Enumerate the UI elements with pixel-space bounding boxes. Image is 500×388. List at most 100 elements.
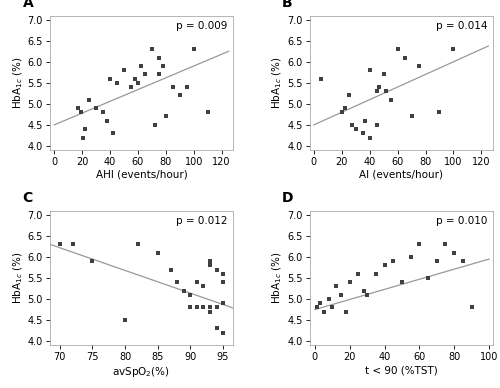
Point: [408, 113, 416, 120]
Point: [85, 97, 93, 103]
Text: D: D: [282, 191, 294, 205]
Point: [56, 241, 64, 248]
Point: [366, 134, 374, 140]
Y-axis label: HbA$_{1c}$ (%): HbA$_{1c}$ (%): [271, 56, 284, 109]
Point: [162, 113, 170, 120]
Text: C: C: [22, 191, 33, 205]
Point: [338, 109, 346, 115]
Point: [340, 105, 348, 111]
Point: [386, 97, 394, 103]
Point: [92, 105, 100, 111]
Point: [134, 241, 142, 248]
Point: [206, 308, 214, 315]
Point: [372, 122, 380, 128]
Point: [176, 92, 184, 99]
Point: [103, 118, 111, 124]
Point: [212, 267, 220, 273]
Point: [131, 76, 139, 82]
Point: [155, 71, 163, 78]
Point: [200, 283, 207, 289]
Point: [398, 279, 406, 285]
Point: [206, 304, 214, 310]
Point: [80, 134, 88, 140]
Point: [141, 71, 149, 78]
Point: [358, 130, 366, 137]
Text: p = 0.009: p = 0.009: [176, 21, 228, 31]
Point: [362, 118, 370, 124]
Point: [363, 292, 371, 298]
Point: [212, 304, 220, 310]
Point: [382, 88, 390, 94]
Point: [320, 308, 328, 315]
Point: [348, 122, 356, 128]
Point: [109, 130, 117, 137]
Point: [219, 271, 227, 277]
Point: [424, 275, 432, 281]
Point: [450, 46, 458, 52]
Text: p = 0.010: p = 0.010: [436, 216, 487, 226]
Point: [352, 126, 360, 132]
Point: [174, 279, 182, 285]
Point: [206, 258, 214, 264]
Point: [76, 109, 84, 115]
Text: p = 0.012: p = 0.012: [176, 216, 228, 226]
Point: [106, 76, 114, 82]
Point: [183, 84, 191, 90]
Point: [328, 304, 336, 310]
Point: [346, 279, 354, 285]
Point: [389, 258, 397, 264]
Point: [372, 88, 380, 94]
Point: [316, 300, 324, 307]
Point: [204, 109, 212, 115]
Point: [193, 279, 201, 285]
Point: [120, 67, 128, 73]
Point: [372, 271, 380, 277]
Point: [69, 241, 77, 248]
Point: [468, 304, 475, 310]
Point: [206, 262, 214, 268]
Y-axis label: HbA$_{1c}$ (%): HbA$_{1c}$ (%): [11, 251, 25, 305]
Point: [414, 63, 422, 69]
Point: [366, 67, 374, 73]
Point: [459, 258, 467, 264]
Point: [342, 308, 350, 315]
Point: [380, 71, 388, 78]
Point: [354, 271, 362, 277]
Point: [325, 296, 333, 302]
Point: [394, 46, 402, 52]
Text: p = 0.014: p = 0.014: [436, 21, 487, 31]
Point: [219, 279, 227, 285]
X-axis label: AI (events/hour): AI (events/hour): [359, 170, 443, 180]
Point: [400, 54, 408, 61]
Point: [155, 54, 163, 61]
Point: [113, 80, 121, 86]
Point: [121, 317, 129, 323]
Point: [219, 329, 227, 336]
Point: [337, 292, 345, 298]
Point: [74, 105, 82, 111]
Point: [169, 84, 177, 90]
Point: [360, 288, 368, 294]
Point: [134, 80, 142, 86]
Point: [200, 304, 207, 310]
Point: [154, 249, 162, 256]
Y-axis label: HbA$_{1c}$ (%): HbA$_{1c}$ (%): [271, 251, 284, 305]
Point: [190, 46, 198, 52]
X-axis label: AHI (events/hour): AHI (events/hour): [96, 170, 188, 180]
Point: [136, 63, 144, 69]
Point: [212, 326, 220, 332]
X-axis label: t < 90 (%TST): t < 90 (%TST): [364, 365, 438, 375]
Point: [332, 283, 340, 289]
Point: [433, 258, 441, 264]
Point: [376, 84, 384, 90]
Point: [219, 300, 227, 307]
Point: [317, 76, 325, 82]
Point: [159, 63, 167, 69]
Point: [450, 249, 458, 256]
Text: B: B: [282, 0, 293, 10]
Point: [186, 304, 194, 310]
Point: [180, 288, 188, 294]
Point: [416, 241, 424, 248]
Point: [148, 46, 156, 52]
Point: [81, 126, 89, 132]
